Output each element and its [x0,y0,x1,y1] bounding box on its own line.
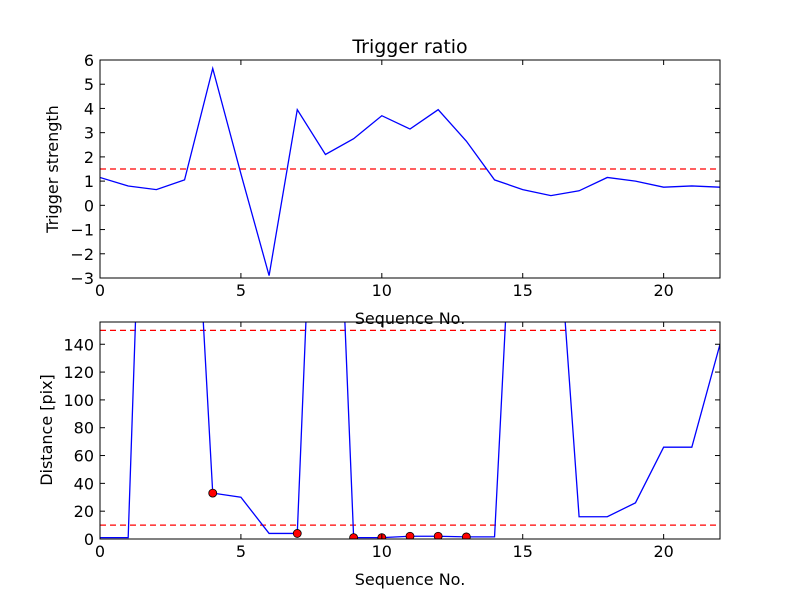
y-tick-label: 20 [74,502,94,521]
series-line [100,65,720,276]
y-tick-label: 2 [84,148,94,167]
y-tick-label: 5 [84,75,94,94]
x-tick-label: 20 [653,542,673,561]
chart-title: Trigger ratio [351,36,467,58]
data-point [208,488,218,498]
x-tick-label: 10 [372,281,392,300]
x-tick-label: 5 [236,542,246,561]
series-line [100,322,720,539]
y-axis-label: Trigger strength [43,105,62,234]
y-tick-label: 80 [74,419,94,438]
x-tick-label: 0 [95,542,105,561]
y-tick-label: −3 [70,269,94,288]
data-point [461,532,471,539]
y-tick-label: −1 [70,221,94,240]
x-tick-label: 15 [513,281,533,300]
y-tick-label: 4 [84,99,94,118]
x-tick-label: 0 [95,281,105,300]
y-tick-label: 1 [84,172,94,191]
y-axis-label: Distance [pix] [37,374,56,486]
x-axis-label: Sequence No. [355,309,466,328]
y-tick-label: 40 [74,474,94,493]
y-tick-label: 100 [63,391,94,410]
data-point [405,531,415,539]
y-tick-label: 0 [84,196,94,215]
x-axis-label: Sequence No. [355,570,466,589]
y-tick-label: 60 [74,447,94,466]
plot-frame [99,321,721,540]
data-point [433,531,443,539]
y-tick-label: 140 [63,335,94,354]
data-point [292,529,302,538]
x-tick-label: 20 [653,281,673,300]
distance-plot-area [100,322,720,539]
trigger-axes-ticks: 0 5 10 15 20 −3 −2 −1 0 1 2 3 4 5 6 [70,51,720,300]
y-tick-label: 6 [84,51,94,70]
y-tick-label: 120 [63,363,94,382]
data-point [349,533,359,539]
plot-frame [99,59,721,279]
y-tick-label: 3 [84,124,94,143]
trigger-ratio-chart: Trigger ratio 0 5 10 15 20 −3 −2 −1 0 1 2 3 4 5 6 Sequ… [43,36,721,328]
x-tick-label: 5 [236,281,246,300]
x-tick-label: 10 [372,542,392,561]
distance-axes-ticks: 0 5 10 15 20 0 20 40 60 80 100 120 140 [63,322,720,561]
y-tick-label: −2 [70,245,94,264]
y-tick-label: 0 [84,530,94,549]
x-tick-label: 15 [513,542,533,561]
trigger-plot-area [100,65,720,276]
